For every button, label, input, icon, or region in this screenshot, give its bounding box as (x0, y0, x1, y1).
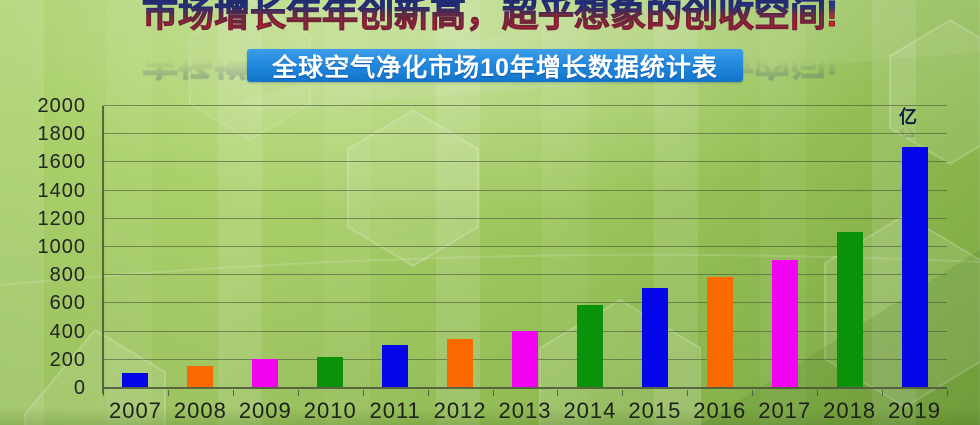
x-tick-label-2019: 2019 (888, 398, 941, 423)
bar-2018 (836, 231, 863, 387)
gridline-2000 (103, 105, 947, 106)
x-tick-label-2009: 2009 (238, 398, 292, 423)
x-tick-label-2008: 2008 (173, 398, 227, 423)
x-axis-tick (297, 390, 299, 396)
x-axis-tick (167, 390, 169, 396)
gridline-1800 (103, 133, 947, 135)
x-tick-label-2014: 2014 (563, 398, 617, 423)
bar-2011 (382, 344, 409, 387)
bar-2008 (187, 365, 214, 387)
bar-2014 (576, 305, 603, 387)
y-tick-label-2000: 2000 (37, 95, 86, 117)
y-tick-label-1600: 1600 (37, 151, 86, 174)
y-tick-label-1000: 1000 (37, 236, 86, 258)
x-axis-tick (817, 390, 819, 396)
y-tick-label-600: 600 (49, 292, 86, 315)
bar-2019 (901, 147, 928, 387)
x-axis-tick (752, 390, 754, 396)
gridline-1000 (103, 246, 947, 247)
x-axis-tick (492, 390, 494, 396)
unit-label-text: 亿 (899, 107, 917, 127)
gridline-1600 (103, 161, 947, 163)
x-axis-tick (232, 390, 234, 396)
x-axis-tick (947, 390, 948, 396)
x-tick-label-2013: 2013 (498, 398, 552, 423)
x-axis-tick (622, 390, 624, 396)
bar-2015 (641, 288, 668, 387)
x-axis-tick (103, 390, 104, 396)
bar-2017 (771, 260, 798, 387)
y-tick-label-1800: 1800 (37, 123, 86, 146)
x-axis-tick (362, 390, 364, 396)
x-axis-tick (687, 390, 689, 396)
y-tick-label-0: 0 (73, 377, 86, 399)
page-title: 市场增长年年创新高，超乎想象的创收空间! (0, 0, 980, 42)
gridline-800 (103, 274, 947, 276)
gridline-1400 (103, 189, 947, 191)
page-title-text: 市场增长年年创新高，超乎想象的创收空间! (142, 0, 839, 34)
x-tick-label-2007: 2007 (108, 398, 162, 423)
x-tick-label-2018: 2018 (823, 398, 877, 423)
bar-2016 (706, 277, 733, 387)
x-tick-label-2010: 2010 (303, 398, 357, 423)
plot-area (103, 105, 948, 396)
x-axis-tick (427, 390, 429, 396)
x-tick-label-2016: 2016 (693, 398, 747, 423)
y-tick-label-1200: 1200 (37, 207, 86, 230)
bar-2009 (252, 358, 279, 387)
bar-2013 (512, 330, 538, 387)
gridline-0 (103, 387, 947, 389)
x-axis-tick (557, 390, 559, 396)
y-tick-label-400: 400 (49, 320, 86, 343)
bar-2010 (317, 357, 344, 387)
y-tick-label-800: 800 (49, 264, 86, 287)
y-tick-label-1400: 1400 (37, 179, 86, 202)
y-tick-label-200: 200 (49, 348, 86, 371)
y-axis-line (102, 106, 104, 394)
chart-title-banner: 全球空气净化市场10年增长数据统计表 (247, 49, 743, 82)
chart-title-text: 全球空气净化市场10年增长数据统计表 (272, 53, 718, 82)
bar-2007 (122, 372, 149, 387)
x-tick-label-2017: 2017 (758, 398, 812, 423)
gridline-1200 (103, 217, 947, 219)
gridline-600 (103, 302, 947, 304)
unit-label-reflection: 亿 (899, 126, 917, 138)
x-tick-label-2011: 2011 (369, 398, 421, 423)
x-tick-label-2015: 2015 (628, 398, 682, 423)
x-axis-tick (882, 390, 884, 396)
unit-label: 亿 亿 (886, 108, 930, 138)
bar-2012 (447, 339, 474, 387)
x-tick-label-2012: 2012 (433, 398, 487, 423)
